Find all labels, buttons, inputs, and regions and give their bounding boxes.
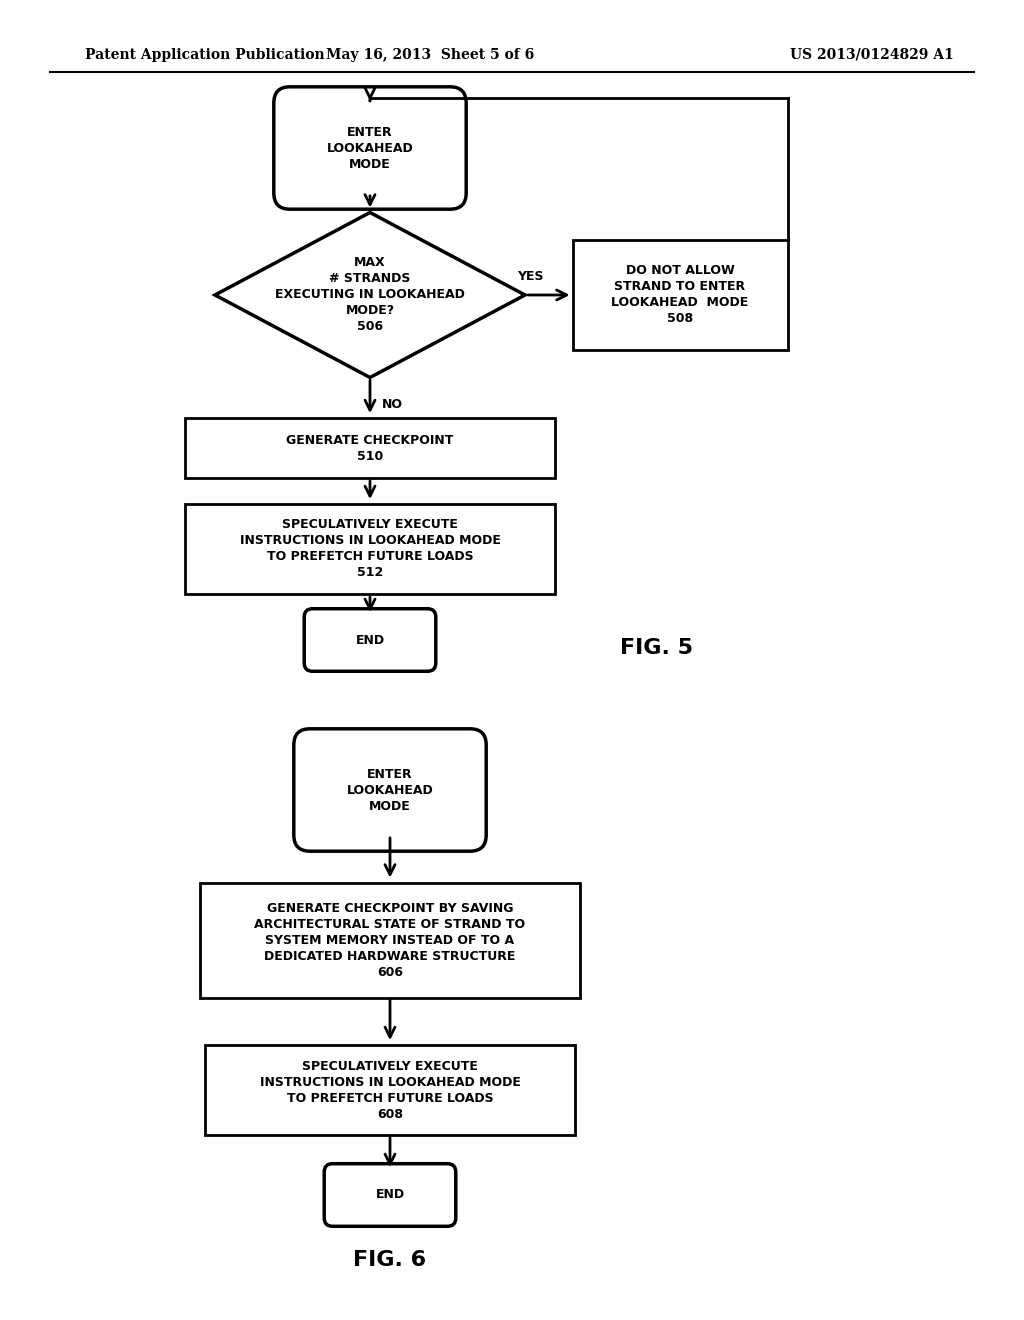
Text: Patent Application Publication: Patent Application Publication: [85, 48, 325, 62]
Bar: [572, 240, 787, 350]
Text: ENTER
LOOKAHEAD
MODE: ENTER LOOKAHEAD MODE: [347, 767, 433, 813]
Text: US 2013/0124829 A1: US 2013/0124829 A1: [790, 48, 953, 62]
Text: May 16, 2013  Sheet 5 of 6: May 16, 2013 Sheet 5 of 6: [326, 48, 535, 62]
Polygon shape: [215, 213, 525, 378]
Text: GENERATE CHECKPOINT BY SAVING
ARCHITECTURAL STATE OF STRAND TO
SYSTEM MEMORY INS: GENERATE CHECKPOINT BY SAVING ARCHITECTU…: [254, 902, 525, 978]
Text: NO: NO: [382, 399, 403, 411]
Text: SPECULATIVELY EXECUTE
INSTRUCTIONS IN LOOKAHEAD MODE
TO PREFETCH FUTURE LOADS
60: SPECULATIVELY EXECUTE INSTRUCTIONS IN LO…: [259, 1060, 520, 1121]
Text: SPECULATIVELY EXECUTE
INSTRUCTIONS IN LOOKAHEAD MODE
TO PREFETCH FUTURE LOADS
51: SPECULATIVELY EXECUTE INSTRUCTIONS IN LO…: [240, 519, 501, 579]
Text: END: END: [355, 634, 385, 647]
Bar: [205, 1045, 575, 1135]
Text: GENERATE CHECKPOINT
510: GENERATE CHECKPOINT 510: [287, 433, 454, 462]
Bar: [185, 504, 555, 594]
Text: DO NOT ALLOW
STRAND TO ENTER
LOOKAHEAD  MODE
508: DO NOT ALLOW STRAND TO ENTER LOOKAHEAD M…: [611, 264, 749, 326]
FancyBboxPatch shape: [294, 729, 486, 851]
Text: YES: YES: [517, 271, 544, 282]
Text: FIG. 5: FIG. 5: [620, 638, 693, 657]
FancyBboxPatch shape: [304, 609, 436, 672]
Text: END: END: [376, 1188, 404, 1201]
FancyBboxPatch shape: [325, 1164, 456, 1226]
Text: FIG. 6: FIG. 6: [353, 1250, 427, 1270]
Bar: [185, 418, 555, 478]
Text: ENTER
LOOKAHEAD
MODE: ENTER LOOKAHEAD MODE: [327, 125, 414, 170]
Text: MAX
# STRANDS
EXECUTING IN LOOKAHEAD
MODE?
506: MAX # STRANDS EXECUTING IN LOOKAHEAD MOD…: [275, 256, 465, 334]
Bar: [200, 883, 580, 998]
FancyBboxPatch shape: [273, 87, 466, 209]
